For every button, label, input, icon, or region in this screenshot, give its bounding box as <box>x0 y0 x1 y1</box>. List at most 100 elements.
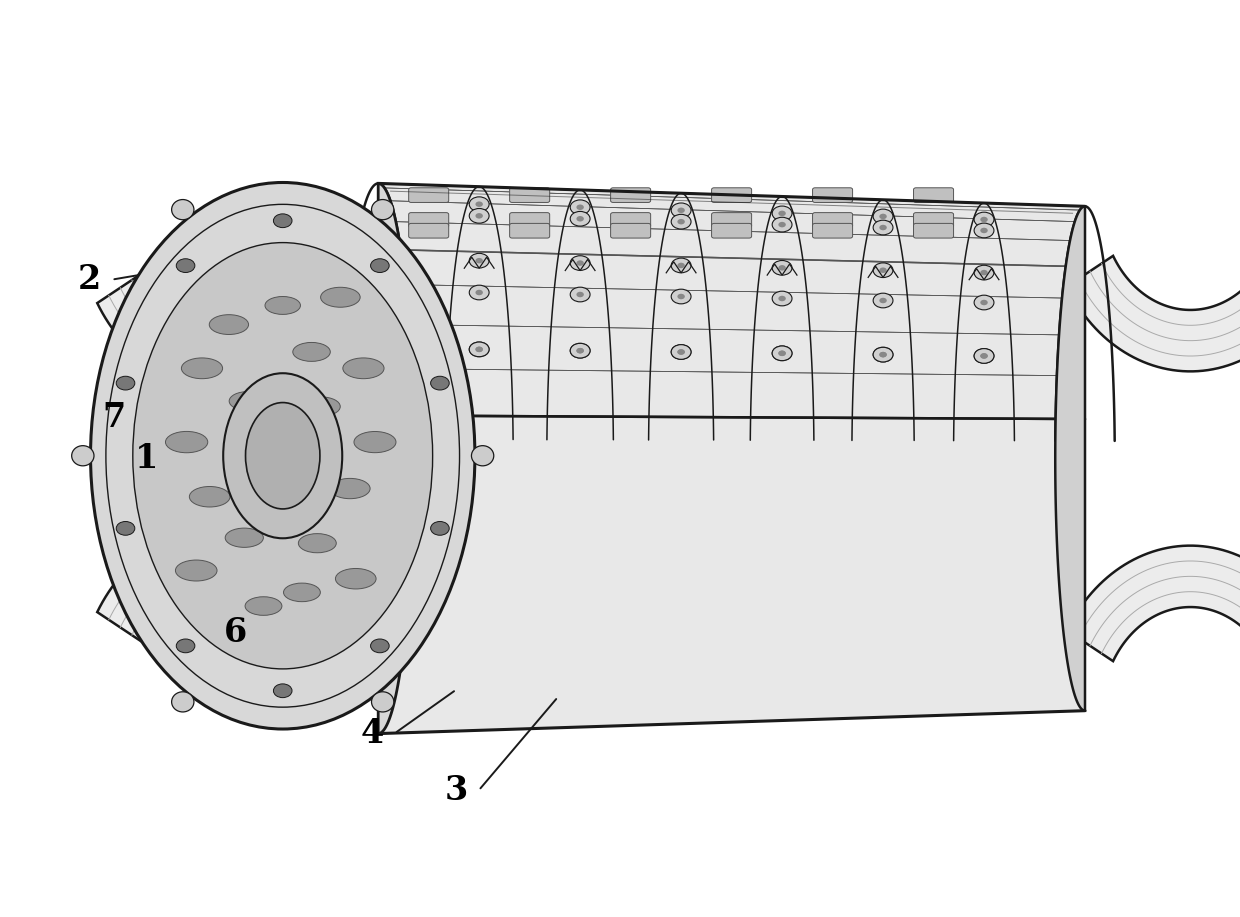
Circle shape <box>981 270 988 275</box>
Ellipse shape <box>171 200 193 220</box>
Circle shape <box>475 290 482 295</box>
Circle shape <box>577 204 584 210</box>
Circle shape <box>975 265 994 280</box>
Ellipse shape <box>430 376 449 390</box>
Ellipse shape <box>372 200 394 220</box>
Circle shape <box>779 350 786 356</box>
Circle shape <box>773 292 792 306</box>
Circle shape <box>570 200 590 215</box>
Circle shape <box>671 215 691 229</box>
Polygon shape <box>1055 206 1085 711</box>
Circle shape <box>570 256 590 271</box>
Ellipse shape <box>284 583 320 602</box>
FancyBboxPatch shape <box>812 213 853 227</box>
Polygon shape <box>1066 546 1240 661</box>
Circle shape <box>975 295 994 310</box>
Ellipse shape <box>210 315 248 335</box>
Circle shape <box>570 287 590 302</box>
Circle shape <box>879 298 887 304</box>
Circle shape <box>475 347 482 352</box>
Circle shape <box>773 346 792 360</box>
Polygon shape <box>1066 256 1240 371</box>
Ellipse shape <box>117 376 135 390</box>
Ellipse shape <box>117 522 135 536</box>
Circle shape <box>779 350 786 356</box>
Text: 3: 3 <box>445 774 467 807</box>
Circle shape <box>873 263 893 278</box>
Circle shape <box>570 343 590 358</box>
Ellipse shape <box>371 259 389 272</box>
Circle shape <box>570 212 590 226</box>
Ellipse shape <box>181 358 223 379</box>
FancyBboxPatch shape <box>914 213 954 227</box>
Circle shape <box>577 216 584 222</box>
Ellipse shape <box>303 397 340 416</box>
Ellipse shape <box>91 182 475 729</box>
Circle shape <box>879 214 887 219</box>
Circle shape <box>577 348 584 353</box>
Ellipse shape <box>353 432 396 453</box>
Text: 4: 4 <box>361 717 383 750</box>
Circle shape <box>975 223 994 238</box>
Circle shape <box>981 300 988 305</box>
Circle shape <box>779 296 786 302</box>
FancyBboxPatch shape <box>712 224 751 238</box>
Circle shape <box>879 268 887 273</box>
Polygon shape <box>378 183 1085 734</box>
Circle shape <box>873 348 893 362</box>
Circle shape <box>671 289 691 304</box>
Ellipse shape <box>133 243 433 668</box>
FancyBboxPatch shape <box>712 188 751 203</box>
Circle shape <box>879 352 887 358</box>
Ellipse shape <box>273 684 293 698</box>
Circle shape <box>577 348 584 353</box>
Ellipse shape <box>190 487 229 507</box>
FancyBboxPatch shape <box>610 224 651 238</box>
Circle shape <box>873 209 893 224</box>
Polygon shape <box>378 183 413 734</box>
Circle shape <box>677 293 684 299</box>
Circle shape <box>677 207 684 213</box>
Ellipse shape <box>430 522 449 536</box>
Circle shape <box>873 293 893 308</box>
Ellipse shape <box>265 296 300 315</box>
Circle shape <box>981 216 988 222</box>
FancyBboxPatch shape <box>409 188 449 203</box>
Circle shape <box>773 217 792 232</box>
Text: 7: 7 <box>103 401 125 434</box>
FancyBboxPatch shape <box>914 224 954 238</box>
Circle shape <box>677 219 684 225</box>
Circle shape <box>577 260 584 266</box>
Circle shape <box>671 345 691 359</box>
Ellipse shape <box>372 691 394 712</box>
Ellipse shape <box>176 259 195 272</box>
Circle shape <box>773 346 792 360</box>
Ellipse shape <box>336 569 376 589</box>
Ellipse shape <box>165 431 208 453</box>
Circle shape <box>879 352 887 358</box>
Circle shape <box>475 258 482 263</box>
FancyBboxPatch shape <box>914 188 954 203</box>
Ellipse shape <box>342 358 384 379</box>
Polygon shape <box>97 527 345 643</box>
FancyBboxPatch shape <box>510 188 549 203</box>
Ellipse shape <box>229 392 267 411</box>
Ellipse shape <box>246 403 320 509</box>
Ellipse shape <box>273 214 293 227</box>
Circle shape <box>677 349 684 355</box>
Circle shape <box>879 225 887 230</box>
Circle shape <box>975 348 994 363</box>
FancyBboxPatch shape <box>610 213 651 227</box>
Circle shape <box>677 349 684 355</box>
Ellipse shape <box>330 479 370 499</box>
FancyBboxPatch shape <box>510 224 549 238</box>
Text: 2: 2 <box>78 263 100 296</box>
Circle shape <box>469 285 489 300</box>
Circle shape <box>475 202 482 207</box>
Circle shape <box>475 347 482 352</box>
Circle shape <box>779 222 786 227</box>
Circle shape <box>469 342 489 357</box>
Ellipse shape <box>299 534 336 553</box>
Ellipse shape <box>175 560 217 581</box>
Ellipse shape <box>371 639 389 653</box>
